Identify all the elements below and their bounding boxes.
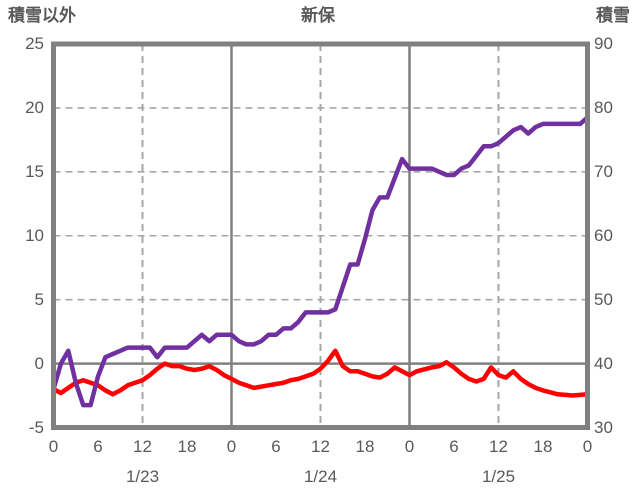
x-axis-date-label: 1/25 bbox=[481, 467, 516, 486]
x-axis-date-label: 1/24 bbox=[303, 467, 338, 486]
chart-title: 新保 bbox=[301, 6, 335, 25]
x-axis-hour-label: 0 bbox=[48, 437, 59, 456]
right-axis-tick-label: 70 bbox=[594, 161, 613, 181]
x-axis-hour-label: 0 bbox=[404, 437, 415, 456]
left-axis-tick-label: 10 bbox=[25, 225, 44, 245]
series-line-other bbox=[51, 348, 590, 398]
x-axis-hour-label: 0 bbox=[582, 437, 593, 456]
right-axis-tick-label: 40 bbox=[594, 353, 613, 373]
x-axis-hour-label: 12 bbox=[311, 437, 330, 456]
left-axis-tick-label: 0 bbox=[34, 353, 44, 373]
right-axis-tick-label: 50 bbox=[594, 289, 613, 309]
x-axis-date-label: 1/23 bbox=[125, 467, 160, 486]
left-axis-tick-label: 15 bbox=[25, 161, 44, 181]
right-axis-tick-label: 90 bbox=[594, 34, 613, 53]
x-axis-hour-label: 18 bbox=[177, 437, 197, 456]
x-axis-hour-label: 12 bbox=[489, 437, 508, 456]
x-axis-hour-label: 6 bbox=[449, 437, 459, 456]
right-axis-title: 積雪 bbox=[596, 6, 630, 25]
x-axis-hour-label: 0 bbox=[226, 437, 237, 456]
left-axis-tick-label: 20 bbox=[25, 97, 44, 117]
x-axis-hour-label: 12 bbox=[133, 437, 152, 456]
x-axis-hour-label: 6 bbox=[93, 437, 103, 456]
left-axis-tick-label: -5 bbox=[28, 417, 44, 437]
x-axis-hour-label: 18 bbox=[533, 437, 553, 456]
x-axis-hour-label: 6 bbox=[271, 437, 281, 456]
left-axis-title: 積雪以外 bbox=[8, 6, 76, 25]
left-axis-tick-label: 25 bbox=[25, 34, 44, 53]
left-axis-tick-label: 5 bbox=[34, 289, 44, 309]
right-axis-tick-label: 60 bbox=[594, 225, 613, 245]
plot-frame bbox=[51, 41, 590, 430]
series-line-snow-depth bbox=[51, 115, 590, 408]
right-axis-tick-label: 30 bbox=[594, 417, 613, 437]
right-axis-tick-label: 80 bbox=[594, 97, 613, 117]
x-axis-hour-label: 18 bbox=[355, 437, 375, 456]
